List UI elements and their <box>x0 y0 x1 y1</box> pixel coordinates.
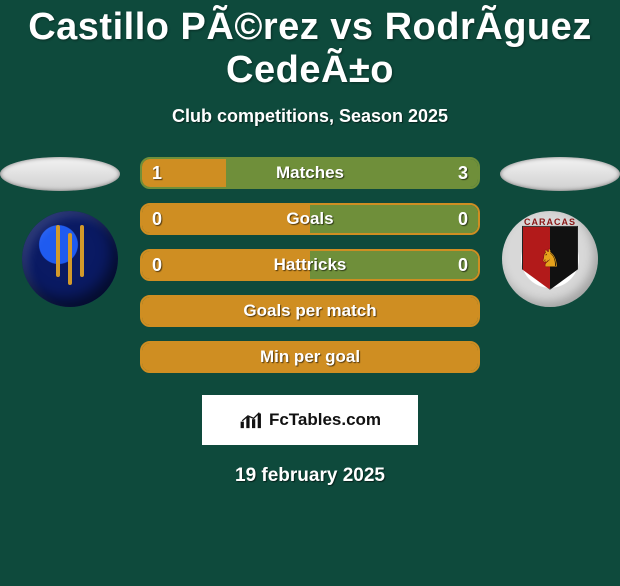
club-crest-right: CARACAS F.C. ♞ <box>502 211 598 307</box>
stat-bar-value-right: 3 <box>458 159 468 187</box>
stat-bar: Goals0 0 <box>140 203 480 235</box>
stat-bar-value-left: 0 <box>152 205 162 233</box>
stat-bar-label: Min per goal <box>142 343 478 371</box>
stat-bar-value-left: 1 <box>152 159 162 187</box>
stat-bar: Matches1 3 <box>140 157 480 189</box>
stat-bars: Matches13Goals00Hattricks00Goals per mat… <box>140 157 480 387</box>
brand-text: FcTables.com <box>269 410 381 430</box>
lion-icon: ♞ <box>539 245 561 274</box>
stat-bar-label: Goals per match <box>142 297 478 325</box>
date-text: 19 february 2025 <box>0 465 620 487</box>
player-right-silhouette <box>500 157 620 191</box>
subtitle: Club competitions, Season 2025 <box>0 106 620 127</box>
stat-bar: Min per goal <box>140 341 480 373</box>
stat-bar: Goals per match <box>140 295 480 327</box>
stat-bar: Hattricks0 0 <box>140 249 480 281</box>
stat-bar-label: Goals <box>142 205 478 233</box>
page-title: Castillo PÃ©rez vs RodrÃ­guez CedeÃ±o <box>0 6 620 92</box>
player-left-silhouette <box>0 157 120 191</box>
stat-bar-value-right: 0 <box>458 205 468 233</box>
bars-icon <box>239 410 265 430</box>
stat-bar-value-left: 0 <box>152 251 162 279</box>
club-crest-left <box>22 211 118 307</box>
brand-box: FcTables.com <box>202 395 418 445</box>
stat-bar-value-right: 0 <box>458 251 468 279</box>
stat-bar-label: Hattricks <box>142 251 478 279</box>
stat-bar-label: Matches <box>142 159 478 187</box>
